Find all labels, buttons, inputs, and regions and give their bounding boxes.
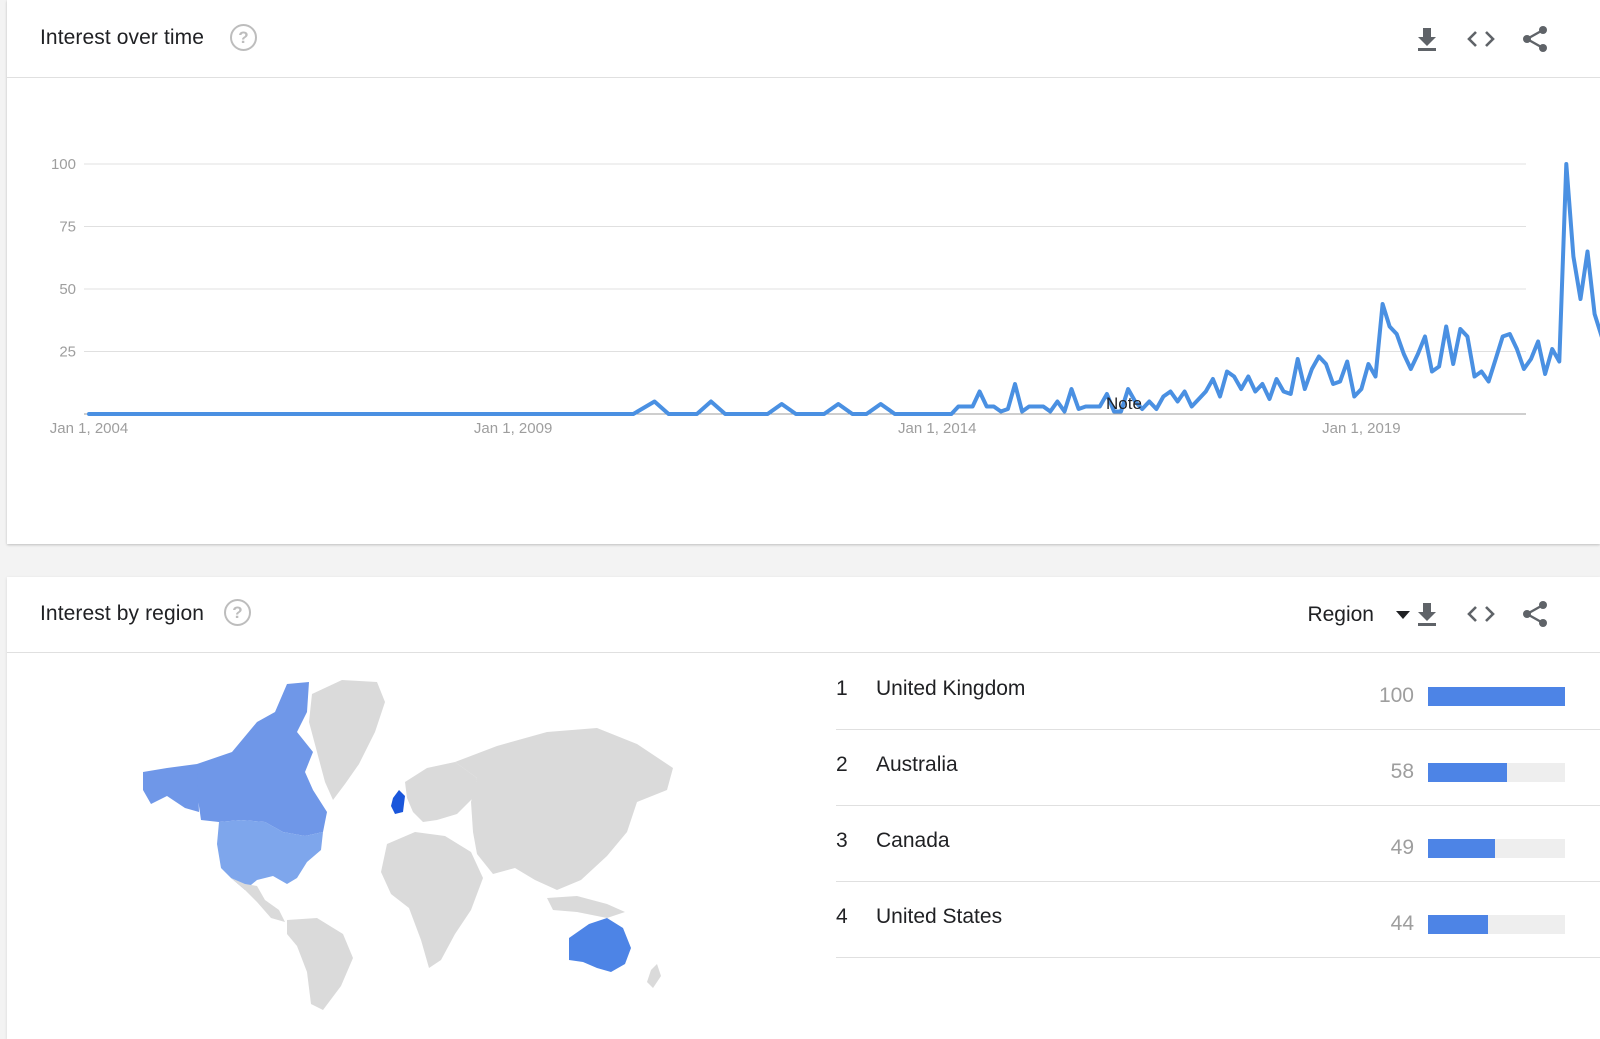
region-bar-track bbox=[1428, 687, 1565, 706]
region-value: 100 bbox=[1378, 684, 1414, 707]
map-region-alaska[interactable] bbox=[143, 764, 199, 812]
region-value: 58 bbox=[1390, 760, 1414, 783]
region-row[interactable]: 4 United States 44 bbox=[836, 882, 1600, 958]
region-rank: 1 bbox=[836, 677, 848, 700]
map-region-indonesia[interactable] bbox=[547, 896, 625, 918]
download-icon[interactable] bbox=[1410, 597, 1444, 631]
map-region-south-america[interactable] bbox=[287, 918, 353, 1010]
region-bar-track bbox=[1428, 839, 1565, 858]
y-tick-label: 100 bbox=[51, 156, 76, 173]
x-tick-label: Jan 1, 2009 bbox=[474, 420, 552, 437]
map-region-united-kingdom[interactable] bbox=[391, 790, 405, 814]
help-icon[interactable]: ? bbox=[230, 24, 257, 51]
map-region-africa[interactable] bbox=[381, 832, 483, 968]
region-bar-track bbox=[1428, 915, 1565, 934]
region-rank: 2 bbox=[836, 753, 848, 776]
y-tick-label: 50 bbox=[59, 281, 76, 298]
x-tick-label: Jan 1, 2004 bbox=[50, 420, 128, 437]
map-region-mexico[interactable] bbox=[231, 878, 285, 922]
share-icon[interactable] bbox=[1518, 597, 1552, 631]
series-line bbox=[87, 162, 1600, 416]
world-map[interactable] bbox=[137, 672, 697, 1012]
x-tick-label: Jan 1, 2014 bbox=[898, 420, 976, 437]
x-tick-label: Jan 1, 2019 bbox=[1322, 420, 1400, 437]
map-region-greenland[interactable] bbox=[309, 680, 385, 800]
region-row[interactable]: 1 United Kingdom 100 bbox=[836, 654, 1600, 730]
interest-by-region-title: Interest by region bbox=[40, 602, 205, 625]
interest-by-region-header: Interest by region ? Region bbox=[7, 577, 1600, 653]
region-value: 49 bbox=[1390, 836, 1414, 859]
map-region-asia[interactable] bbox=[455, 728, 673, 890]
map-region-canada[interactable] bbox=[197, 682, 327, 836]
region-dropdown[interactable]: Region bbox=[1307, 599, 1410, 631]
region-name[interactable]: Australia bbox=[876, 753, 958, 776]
y-tick-label: 25 bbox=[59, 344, 76, 361]
map-region-united-states[interactable] bbox=[217, 820, 323, 890]
embed-icon[interactable] bbox=[1464, 597, 1498, 631]
region-value: 44 bbox=[1390, 912, 1414, 935]
interest-over-time-card: Interest over time ? 25 50 75 100 Jan 1, 200… bbox=[7, 0, 1600, 544]
interest-by-region-card: Interest by region ? Region bbox=[7, 577, 1600, 1039]
embed-icon[interactable] bbox=[1464, 22, 1498, 56]
map-region-australia[interactable] bbox=[569, 918, 631, 972]
interest-over-time-chart: 25 50 75 100 Jan 1, 2004 Jan 1, 2009 Jan 1, 20… bbox=[50, 156, 1600, 437]
region-bar-track bbox=[1428, 763, 1565, 782]
map-region-europe[interactable] bbox=[405, 762, 477, 822]
region-name[interactable]: Canada bbox=[876, 829, 950, 852]
interest-over-time-header: Interest over time ? bbox=[7, 0, 1600, 78]
region-rank: 4 bbox=[836, 905, 848, 928]
region-name[interactable]: United States bbox=[876, 905, 1003, 928]
note-annotation[interactable]: Note bbox=[1106, 394, 1142, 413]
region-rank: 3 bbox=[836, 829, 848, 852]
region-bar-fill bbox=[1428, 687, 1565, 706]
share-icon[interactable] bbox=[1518, 22, 1552, 56]
download-icon[interactable] bbox=[1410, 22, 1444, 56]
region-bar-fill bbox=[1428, 915, 1489, 934]
region-bar-fill bbox=[1428, 763, 1508, 782]
region-row[interactable]: 3 Canada 49 bbox=[836, 806, 1600, 882]
y-tick-label: 75 bbox=[59, 219, 76, 236]
region-bar-fill bbox=[1428, 839, 1496, 858]
interest-over-time-title: Interest over time bbox=[40, 26, 205, 49]
dropdown-caret-icon bbox=[1396, 611, 1410, 619]
region-list: 1 United Kingdom 100 2 Australia 58 3 Ca… bbox=[836, 654, 1600, 958]
region-row[interactable]: 2 Australia 58 bbox=[836, 730, 1600, 806]
region-dropdown-label: Region bbox=[1307, 603, 1374, 626]
help-icon[interactable]: ? bbox=[224, 599, 251, 626]
map-region-new-zealand[interactable] bbox=[647, 964, 661, 988]
region-name[interactable]: United Kingdom bbox=[876, 677, 1026, 700]
